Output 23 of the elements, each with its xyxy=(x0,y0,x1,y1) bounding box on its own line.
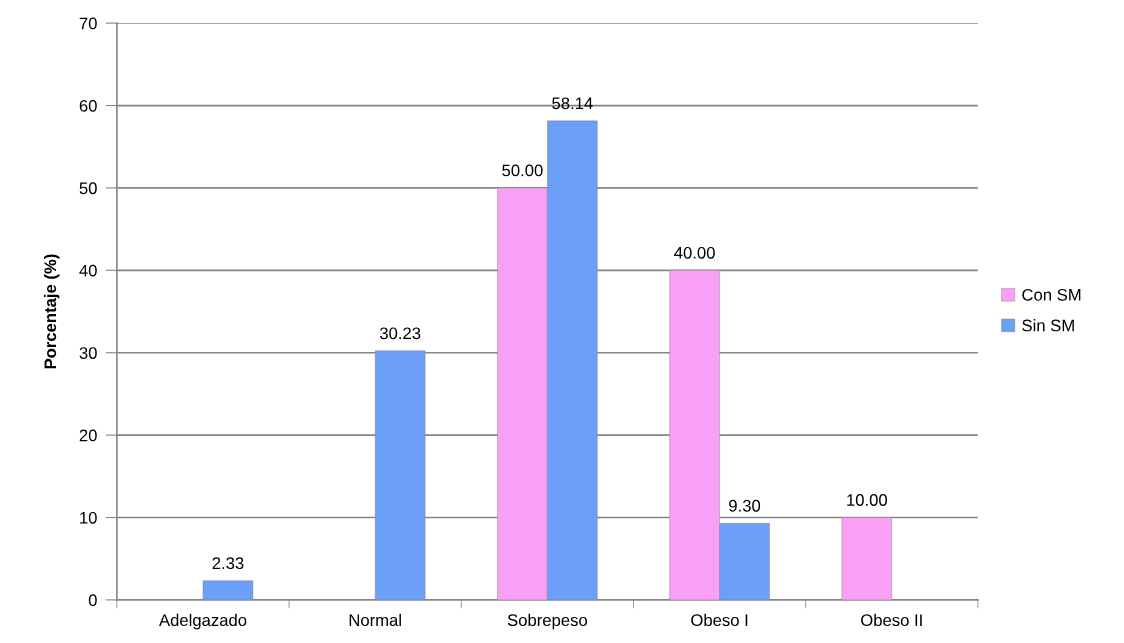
x-tick-label: Sobrepeso xyxy=(507,613,587,630)
y-tick-label: 0 xyxy=(88,594,97,607)
y-tick-label: 30 xyxy=(79,347,97,359)
legend-label: Sin SM xyxy=(1022,319,1074,332)
data-label: 58.14 xyxy=(552,97,593,110)
data-label: 40.00 xyxy=(674,246,715,259)
legend-label: Con SM xyxy=(1022,288,1081,301)
y-tick-label: 60 xyxy=(79,99,97,112)
y-tick-label: 20 xyxy=(79,429,97,442)
x-tick-label: Normal xyxy=(349,613,401,627)
data-label: 10.00 xyxy=(847,494,888,506)
x-tick-label: Obeso I xyxy=(691,613,748,627)
y-tick-label: 70 xyxy=(79,17,97,30)
y-tick-label: 40 xyxy=(79,264,97,277)
y-tick-label: 50 xyxy=(79,182,97,195)
y-tick-label: 10 xyxy=(80,511,97,524)
x-tick-label: Adelgazado xyxy=(159,613,247,630)
data-label: 50.00 xyxy=(502,164,543,177)
y-axis-title: Porcentaje (%) xyxy=(43,254,60,369)
data-label: 9.30 xyxy=(729,499,761,512)
x-tick-label: Obeso II xyxy=(861,613,922,627)
data-label: 2.33 xyxy=(212,557,244,570)
data-label: 30.23 xyxy=(379,327,421,340)
